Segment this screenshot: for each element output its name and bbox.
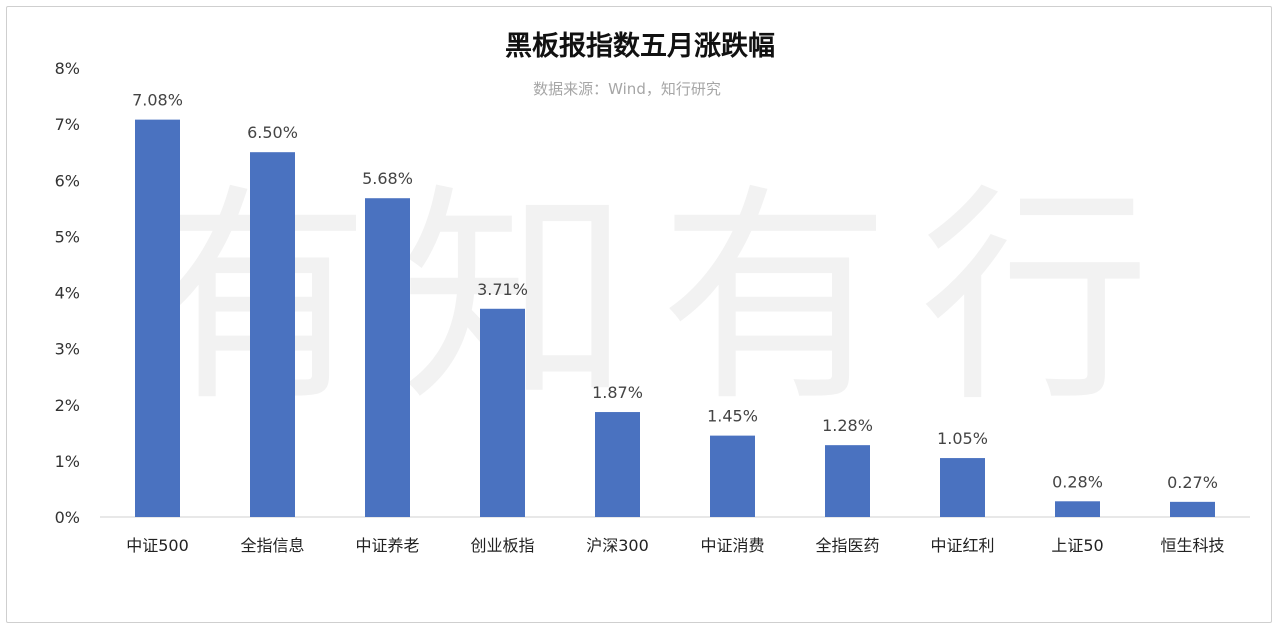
chart-title: 黑板报指数五月涨跌幅 — [505, 31, 775, 62]
y-tick-label: 5% — [55, 227, 80, 246]
data-label: 3.71% — [477, 280, 528, 299]
bar — [365, 198, 410, 517]
bar — [480, 308, 525, 517]
bar — [940, 458, 985, 517]
bar — [710, 435, 755, 517]
x-category-label: 创业板指 — [470, 536, 534, 555]
x-category-label: 上证50 — [1051, 536, 1103, 555]
data-label: 1.05% — [937, 429, 988, 448]
x-category-label: 中证养老 — [355, 536, 419, 555]
y-tick-label: 7% — [55, 115, 80, 134]
bar — [1055, 501, 1100, 517]
data-label: 1.28% — [822, 416, 873, 435]
y-tick-label: 8% — [55, 59, 80, 78]
data-label: 1.87% — [592, 383, 643, 402]
y-tick-label: 0% — [55, 508, 80, 527]
y-tick-label: 4% — [55, 284, 80, 303]
x-category-label: 全指信息 — [240, 536, 304, 555]
x-category-label: 中证500 — [126, 536, 189, 555]
chart-frame — [6, 6, 1272, 623]
bar — [135, 119, 180, 517]
data-label: 7.08% — [132, 91, 183, 110]
y-tick-label: 1% — [55, 452, 80, 471]
x-category-label: 恒生科技 — [1160, 536, 1224, 555]
bar — [250, 152, 295, 517]
y-tick-label: 3% — [55, 340, 80, 359]
x-category-label: 中证消费 — [700, 536, 764, 555]
bar — [825, 445, 870, 517]
watermark-text: 有知有行 — [140, 166, 1180, 433]
y-tick-label: 6% — [55, 171, 80, 190]
data-label: 1.45% — [707, 407, 758, 426]
data-label: 0.27% — [1167, 473, 1218, 492]
data-label: 0.28% — [1052, 472, 1103, 491]
data-label: 5.68% — [362, 169, 413, 188]
data-label: 6.50% — [247, 123, 298, 142]
chart-subtitle: 数据来源：Wind，知行研究 — [533, 80, 721, 98]
bar — [1170, 501, 1215, 517]
x-category-label: 全指医药 — [815, 536, 879, 555]
x-category-label: 沪深300 — [586, 536, 649, 555]
y-tick-label: 2% — [55, 396, 80, 415]
bar — [595, 412, 640, 517]
x-category-label: 中证红利 — [930, 536, 994, 555]
